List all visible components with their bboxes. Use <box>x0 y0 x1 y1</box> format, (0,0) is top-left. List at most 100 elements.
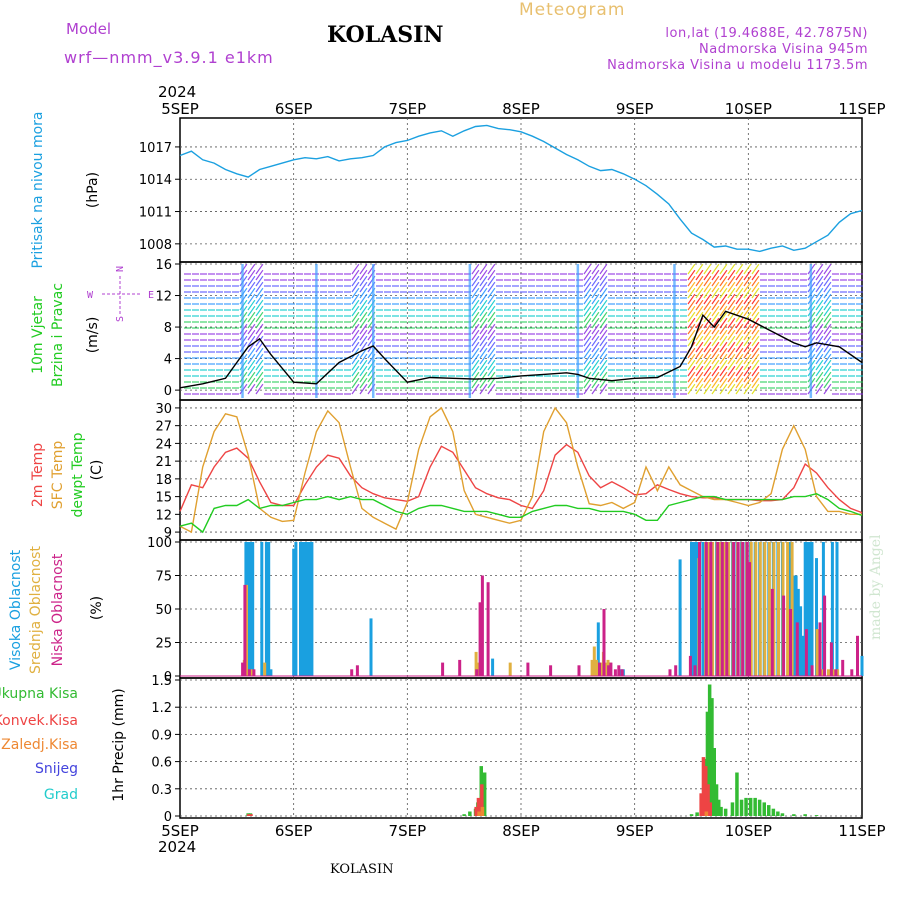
wind-barb <box>359 299 368 311</box>
wind-barb <box>727 281 736 293</box>
wind-barb <box>711 329 720 341</box>
precip-bar <box>792 814 796 816</box>
cloud-bar <box>727 542 730 676</box>
wind-barb <box>743 293 752 305</box>
wind-barb <box>735 323 744 335</box>
wind-barb <box>711 269 720 281</box>
xtick-label-top: 5SEP <box>161 100 199 118</box>
precip-bar <box>699 793 703 816</box>
wind-barb <box>247 335 256 347</box>
wind-barb <box>743 365 752 377</box>
wind-barb <box>751 275 760 287</box>
wind-barb <box>247 365 256 377</box>
cloud-bar <box>264 542 268 676</box>
wind-barb <box>487 263 496 275</box>
wind-barb <box>703 317 712 329</box>
wind-barb <box>359 311 368 323</box>
wind-barb <box>703 341 712 353</box>
cloud-bar <box>508 662 512 676</box>
ytick-label-temperature: 15 <box>155 491 172 506</box>
wind-barb <box>255 323 264 335</box>
wind-barb <box>815 287 824 299</box>
cloud-bar <box>241 662 245 676</box>
wind-barb <box>727 299 736 311</box>
wind-barb <box>815 281 824 293</box>
cloud-bar <box>668 669 672 676</box>
wind-barb <box>591 311 600 323</box>
wind-barb <box>255 329 264 341</box>
wind-barb <box>711 275 720 287</box>
wind-barb <box>727 347 736 359</box>
wind-barb <box>751 311 760 323</box>
wind-barb <box>583 299 592 311</box>
pressure-series-line-1 <box>179 124 863 253</box>
wind-barb <box>815 323 824 335</box>
wind-barb <box>687 293 696 305</box>
ytick-label-cloud: 75 <box>155 570 172 585</box>
wind-barb <box>487 365 496 377</box>
wind-barb <box>735 317 744 329</box>
wind-barb <box>591 335 600 347</box>
cloud-bar <box>770 588 774 676</box>
cloud-ylabel-mid: Srednja Oblacnost <box>28 546 44 674</box>
wind-barb <box>815 365 824 377</box>
wind-barb <box>687 323 696 335</box>
wind-barb <box>735 353 744 365</box>
wind-barb <box>583 317 592 329</box>
wind-barb <box>359 305 368 317</box>
wind-barb <box>255 263 264 275</box>
wind-barb <box>599 317 608 329</box>
wind-barb <box>479 299 488 311</box>
wind-barb <box>247 359 256 371</box>
wind-barb <box>815 311 824 323</box>
precip-bar <box>739 799 744 816</box>
ytick-label-pressure: 1008 <box>139 238 172 253</box>
cloud-bar <box>549 665 553 676</box>
compass-north: N <box>115 266 126 272</box>
cloud-bar <box>294 542 298 676</box>
precip-bar <box>701 757 706 816</box>
precip-bar <box>476 797 481 816</box>
wind-barb <box>823 365 832 377</box>
wind-barb <box>583 365 592 377</box>
wind-barb <box>255 335 264 347</box>
wind-barb <box>687 383 696 395</box>
wind-barb <box>599 365 608 377</box>
ytick-label-precip: 0.6 <box>151 756 172 771</box>
wind-barb <box>471 299 480 311</box>
wind-barb <box>247 263 256 275</box>
cloud-bar <box>732 542 736 676</box>
wind-barb <box>487 293 496 305</box>
wind-barb <box>711 353 720 365</box>
wind-ylabel-2: Brzina i Pravac <box>50 283 66 387</box>
ytick-label-temperature: 12 <box>155 508 172 523</box>
wind-barb <box>351 341 360 353</box>
wind-barb <box>479 305 488 317</box>
wind-barb <box>351 305 360 317</box>
cloud-bar <box>604 662 608 676</box>
ytick-label-temperature: 21 <box>155 455 172 470</box>
cloud-bar <box>269 669 273 676</box>
wind-barb <box>695 299 704 311</box>
wind-barb <box>687 317 696 329</box>
xtick-label-bottom: 7SEP <box>389 822 427 840</box>
wind-barb <box>479 347 488 359</box>
wind-barb <box>471 365 480 377</box>
wind-barb <box>359 359 368 371</box>
wind-barb <box>351 281 360 293</box>
wind-barb <box>823 371 832 383</box>
cloud-bar <box>476 662 480 676</box>
wind-barb <box>727 329 736 341</box>
cloud-bar <box>692 542 696 676</box>
temp-ylabel-dewpt: dewpt Temp <box>70 432 86 517</box>
ytick-label-temperature: 18 <box>155 473 172 488</box>
wind-barb <box>735 365 744 377</box>
wind-barb <box>471 287 480 299</box>
precip-bar <box>723 808 728 816</box>
cloud-bar <box>486 582 490 676</box>
wind-barb <box>703 335 712 347</box>
wind-barb <box>823 347 832 359</box>
xtick-label-top: 11SEP <box>838 100 885 118</box>
wind-barb <box>687 335 696 347</box>
precip-bar <box>719 806 723 816</box>
